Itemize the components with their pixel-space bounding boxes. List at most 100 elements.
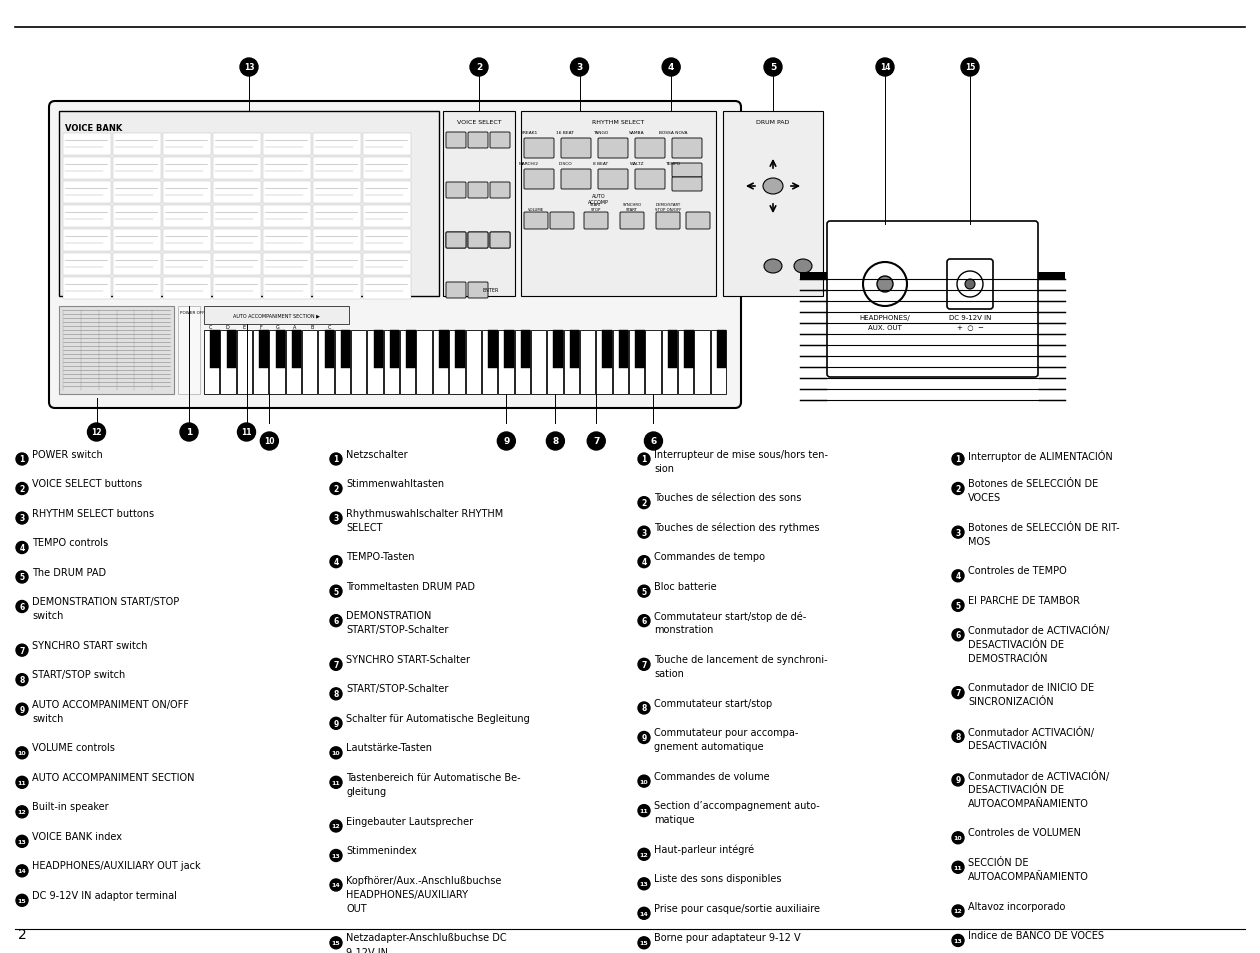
- Bar: [59, 307, 174, 395]
- Text: Commutateur pour accompa-: Commutateur pour accompa-: [654, 727, 799, 738]
- Text: AUX. OUT: AUX. OUT: [868, 325, 902, 331]
- Bar: [286, 331, 301, 395]
- Circle shape: [961, 59, 979, 77]
- Text: Tastenbereich für Automatische Be-: Tastenbereich für Automatische Be-: [346, 772, 520, 782]
- Text: MOS: MOS: [968, 537, 990, 546]
- Text: Commutateur start/stop: Commutateur start/stop: [654, 698, 772, 708]
- FancyBboxPatch shape: [672, 178, 702, 192]
- Circle shape: [330, 585, 341, 598]
- Circle shape: [953, 599, 964, 612]
- Text: G: G: [276, 325, 280, 330]
- Text: 7: 7: [955, 688, 960, 698]
- Text: DC 9-12V IN adaptor terminal: DC 9-12V IN adaptor terminal: [32, 890, 176, 900]
- Bar: [270, 331, 285, 395]
- Bar: [520, 112, 716, 296]
- Circle shape: [953, 832, 964, 844]
- Text: 2: 2: [476, 64, 483, 72]
- Text: SYNCHRO
START: SYNCHRO START: [622, 203, 641, 212]
- Bar: [213, 277, 261, 299]
- Text: gleitung: gleitung: [346, 786, 386, 797]
- Text: SAMBA: SAMBA: [629, 131, 645, 135]
- Bar: [363, 182, 411, 204]
- Circle shape: [16, 601, 28, 613]
- Circle shape: [638, 907, 650, 920]
- Text: Touches de sélection des sons: Touches de sélection des sons: [654, 493, 801, 503]
- Circle shape: [663, 59, 680, 77]
- Bar: [113, 182, 161, 204]
- Bar: [684, 331, 694, 369]
- FancyBboxPatch shape: [561, 139, 591, 159]
- Text: 12: 12: [18, 809, 26, 815]
- Bar: [213, 206, 261, 228]
- Text: Section d’accompagnement auto-: Section d’accompagnement auto-: [654, 801, 820, 810]
- Bar: [312, 182, 362, 204]
- Text: 12: 12: [640, 852, 649, 857]
- Text: DISCO: DISCO: [558, 162, 572, 166]
- Text: HEADPHONES/AUXILIARY OUT jack: HEADPHONES/AUXILIARY OUT jack: [32, 861, 200, 871]
- Bar: [312, 133, 362, 156]
- Text: 3: 3: [334, 514, 339, 523]
- FancyBboxPatch shape: [490, 132, 510, 149]
- Text: AUTO
ACCOMP: AUTO ACCOMP: [588, 193, 609, 205]
- Text: DESACTIVACIÓN: DESACTIVACIÓN: [968, 740, 1047, 750]
- Circle shape: [953, 731, 964, 742]
- Text: 9: 9: [334, 720, 339, 728]
- Bar: [237, 331, 252, 395]
- Bar: [363, 206, 411, 228]
- Circle shape: [638, 878, 650, 890]
- Text: Liste des sons disponibles: Liste des sons disponibles: [654, 874, 781, 883]
- Text: 11: 11: [241, 428, 252, 437]
- FancyBboxPatch shape: [467, 283, 488, 298]
- Text: SYNCHRO START-Schalter: SYNCHRO START-Schalter: [346, 655, 470, 664]
- Bar: [449, 331, 465, 395]
- Text: 9: 9: [503, 437, 509, 446]
- Text: 11: 11: [640, 808, 649, 813]
- Text: 12: 12: [91, 428, 102, 437]
- Text: 8: 8: [552, 437, 558, 446]
- Text: SYNCHRO START switch: SYNCHRO START switch: [32, 640, 147, 650]
- Bar: [417, 331, 432, 395]
- Circle shape: [638, 937, 650, 949]
- Bar: [514, 331, 530, 395]
- Text: switch: switch: [32, 611, 63, 620]
- Bar: [406, 331, 416, 369]
- Circle shape: [638, 527, 650, 538]
- Text: Eingebauter Lautsprecher: Eingebauter Lautsprecher: [346, 816, 472, 826]
- Text: DEMONSTRATION: DEMONSTRATION: [346, 611, 431, 620]
- FancyBboxPatch shape: [672, 139, 702, 159]
- Bar: [63, 206, 111, 228]
- Circle shape: [16, 644, 28, 657]
- Circle shape: [470, 59, 488, 77]
- Text: 6: 6: [650, 437, 656, 446]
- Text: 2: 2: [334, 484, 339, 494]
- Text: matique: matique: [654, 815, 694, 824]
- Text: 13: 13: [18, 839, 26, 844]
- Text: VOICE SELECT: VOICE SELECT: [456, 120, 501, 125]
- Text: 15: 15: [640, 941, 649, 945]
- Bar: [312, 253, 362, 275]
- Text: DESACTIVACIÓN DE: DESACTIVACIÓN DE: [968, 784, 1063, 794]
- Bar: [312, 206, 362, 228]
- Text: VOICE SELECT buttons: VOICE SELECT buttons: [32, 478, 142, 489]
- Bar: [263, 182, 311, 204]
- Bar: [570, 331, 580, 369]
- Text: Controles de TEMPO: Controles de TEMPO: [968, 566, 1067, 576]
- Text: START/STOP-Schalter: START/STOP-Schalter: [346, 683, 449, 694]
- Circle shape: [16, 894, 28, 906]
- Text: MARCH/2: MARCH/2: [519, 162, 539, 166]
- Text: 2: 2: [18, 927, 26, 941]
- Text: 6: 6: [334, 617, 339, 625]
- Circle shape: [571, 59, 588, 77]
- Circle shape: [876, 59, 895, 77]
- Circle shape: [877, 276, 893, 293]
- Bar: [220, 331, 236, 395]
- FancyBboxPatch shape: [446, 233, 466, 249]
- Circle shape: [16, 865, 28, 877]
- Text: 3: 3: [955, 528, 960, 537]
- FancyBboxPatch shape: [598, 170, 627, 190]
- Bar: [204, 307, 349, 325]
- Text: sion: sion: [654, 463, 674, 474]
- Text: Commandes de tempo: Commandes de tempo: [654, 552, 765, 561]
- Bar: [341, 331, 350, 369]
- Text: Prise pour casque/sortie auxiliaire: Prise pour casque/sortie auxiliaire: [654, 903, 820, 913]
